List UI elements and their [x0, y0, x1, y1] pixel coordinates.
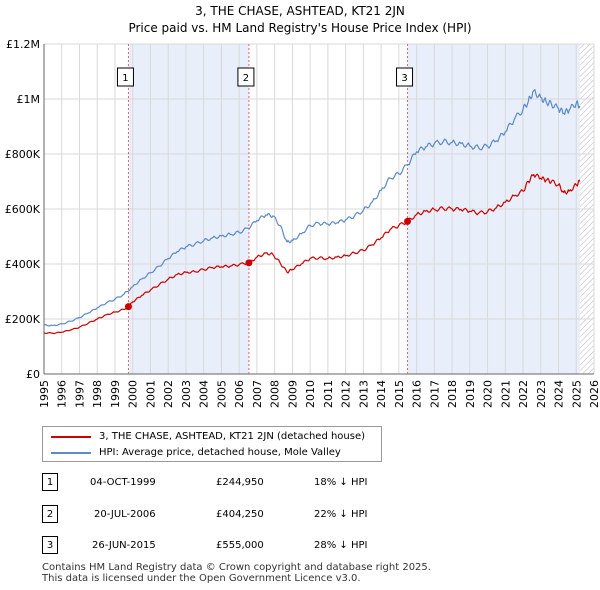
legend-label-property: 3, THE CHASE, ASHTEAD, KT21 2JN (detache… — [99, 431, 366, 442]
x-tick-label: 1996 — [56, 380, 69, 408]
x-tick-label: 2012 — [340, 380, 353, 408]
x-tick-label: 2026 — [588, 380, 600, 408]
marker-label: 2 — [243, 73, 249, 84]
x-tick-label: 2008 — [269, 380, 282, 408]
transaction-hpi-delta: 18% ↓ HPI — [314, 477, 368, 488]
x-tick-label: 2021 — [499, 380, 512, 408]
transaction-date: 20-JUL-2006 — [94, 509, 156, 520]
x-tick-label: 2018 — [446, 380, 459, 408]
transaction-row: 3 26-JUN-2015 £555,000 28% ↓ HPI — [42, 536, 562, 556]
x-tick-label: 2019 — [464, 380, 477, 408]
transaction-row: 2 20-JUL-2006 £404,250 22% ↓ HPI — [42, 505, 562, 525]
x-tick-label: 2023 — [535, 380, 548, 408]
x-tick-label: 2009 — [286, 380, 299, 408]
y-tick-label: £800K — [5, 148, 41, 161]
sale-point — [404, 217, 412, 225]
x-tick-label: 2011 — [322, 380, 335, 408]
x-tick-label: 2013 — [357, 380, 370, 408]
x-tick-label: 2015 — [393, 380, 406, 408]
chart-title: 3, THE CHASE, ASHTEAD, KT21 2JN — [195, 4, 405, 18]
x-tick-label: 2020 — [482, 380, 495, 408]
property-price-line — [43, 173, 581, 335]
x-tick-label: 2022 — [517, 380, 530, 408]
chart-legend: 3, THE CHASE, ASHTEAD, KT21 2JN (detache… — [42, 426, 382, 462]
marker-label: 1 — [122, 73, 128, 84]
x-tick-label: 1997 — [73, 380, 86, 408]
x-tick-label: 2017 — [428, 380, 441, 408]
x-tick-label: 1995 — [38, 380, 51, 408]
transaction-number: 1 — [42, 473, 58, 491]
sale-point — [124, 303, 132, 311]
transaction-price: £404,250 — [216, 509, 264, 520]
transaction-date: 26-JUN-2015 — [92, 540, 156, 551]
transaction-row: 1 04-OCT-1999 £244,950 18% ↓ HPI — [42, 473, 562, 493]
footer-copyright: Contains HM Land Registry data © Crown c… — [42, 562, 431, 573]
x-tick-label: 1998 — [91, 380, 104, 408]
x-tick-label: 2001 — [144, 380, 157, 408]
y-tick-label: £1M — [17, 93, 41, 106]
x-tick-label: 2016 — [411, 380, 424, 408]
x-tick-label: 2007 — [251, 380, 264, 408]
transaction-hpi-delta: 22% ↓ HPI — [314, 509, 368, 520]
transaction-date: 04-OCT-1999 — [90, 477, 156, 488]
x-tick-label: 2003 — [180, 380, 193, 408]
y-tick-label: £200K — [5, 313, 41, 326]
transaction-number: 2 — [42, 505, 58, 523]
x-tick-label: 1999 — [109, 380, 122, 408]
y-tick-label: £1.2M — [6, 38, 40, 51]
transaction-hpi-delta: 28% ↓ HPI — [314, 540, 368, 551]
y-tick-label: £0 — [26, 368, 40, 381]
legend-label-hpi: HPI: Average price, detached house, Mole… — [99, 447, 341, 458]
chart-subtitle: Price paid vs. HM Land Registry's House … — [128, 21, 472, 35]
x-tick-label: 2002 — [162, 380, 175, 408]
x-tick-label: 2000 — [127, 380, 140, 408]
transaction-price: £555,000 — [216, 540, 264, 551]
marker-box — [396, 67, 414, 87]
footer-licence: This data is licensed under the Open Gov… — [42, 573, 361, 584]
y-tick-label: £400K — [5, 258, 41, 271]
x-tick-label: 2024 — [553, 380, 566, 408]
marker-label: 3 — [401, 73, 407, 84]
y-tick-label: £600K — [5, 203, 41, 216]
marker-box — [237, 67, 255, 87]
transaction-price: £244,950 — [216, 477, 264, 488]
sale-point — [245, 259, 253, 267]
legend-swatch-blue — [51, 452, 91, 454]
x-tick-label: 2005 — [215, 380, 228, 408]
price-chart: £0 £200K £400K £600K £800K £1M £1.2M 1995 1996 19… — [5, 38, 600, 408]
marker-box — [116, 67, 134, 87]
x-tick-label: 2006 — [233, 380, 246, 408]
x-tick-label: 2014 — [375, 380, 388, 408]
x-tick-label: 2004 — [198, 380, 211, 408]
x-tick-label: 2010 — [304, 380, 317, 408]
legend-swatch-red — [51, 436, 91, 438]
hpi-line — [43, 88, 581, 327]
transaction-number: 3 — [42, 536, 58, 554]
x-tick-label: 2025 — [570, 380, 583, 408]
